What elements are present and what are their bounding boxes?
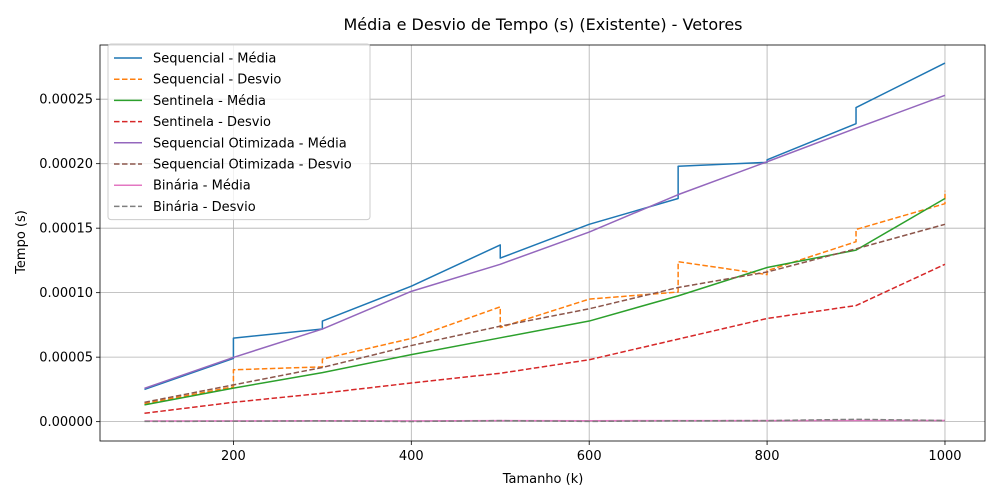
legend-label-3: Sentinela - Média xyxy=(153,94,266,109)
series-line-3 xyxy=(144,197,946,406)
y-axis-title: Tempo (s) xyxy=(14,210,29,275)
legend-label-2: Sequencial - Desvio xyxy=(153,73,281,88)
y-tick-label: 0.00015 xyxy=(39,222,93,237)
legend-label-7: Binária - Média xyxy=(153,179,251,194)
legend-label-8: Binária - Desvio xyxy=(153,200,256,215)
x-tick-label: 1000 xyxy=(928,449,961,464)
legend: Sequencial - Média Sequencial - Desvio Sen… xyxy=(107,43,371,221)
legend-box xyxy=(107,43,371,221)
y-tick-label: 0.00010 xyxy=(39,286,93,301)
axes-frame xyxy=(99,44,986,442)
x-tick-label: 400 xyxy=(399,449,424,464)
y-tick-label: 0.00000 xyxy=(39,415,93,430)
legend-label-5: Sequencial Otimizada - Média xyxy=(153,136,347,151)
x-axis-title: Tamanho (k) xyxy=(502,472,584,487)
series-line-5 xyxy=(144,94,946,390)
y-tick-label: 0.00005 xyxy=(39,351,93,366)
x-tick-label: 600 xyxy=(577,449,602,464)
plot-area: 200 400 600 800 1000 0.00000 0.00005 0.00010 0.0… xyxy=(39,44,986,464)
series-line-4 xyxy=(144,263,946,415)
legend-label-4: Sentinela - Desvio xyxy=(153,115,271,130)
x-tick-label: 800 xyxy=(755,449,780,464)
legend-label-6: Sequencial Otimizada - Desvio xyxy=(153,158,352,173)
legend-label-1: Sequencial - Média xyxy=(153,52,276,67)
y-tick-label: 0.00020 xyxy=(39,157,93,172)
series-line-6 xyxy=(144,223,946,404)
x-tick-label: 200 xyxy=(221,449,246,464)
y-tick-label: 0.00025 xyxy=(39,93,93,108)
series-line-8 xyxy=(144,418,945,423)
chart-title: Média e Desvio de Tempo (s) (Existente) … xyxy=(343,15,742,34)
series-line-1 xyxy=(144,62,946,391)
